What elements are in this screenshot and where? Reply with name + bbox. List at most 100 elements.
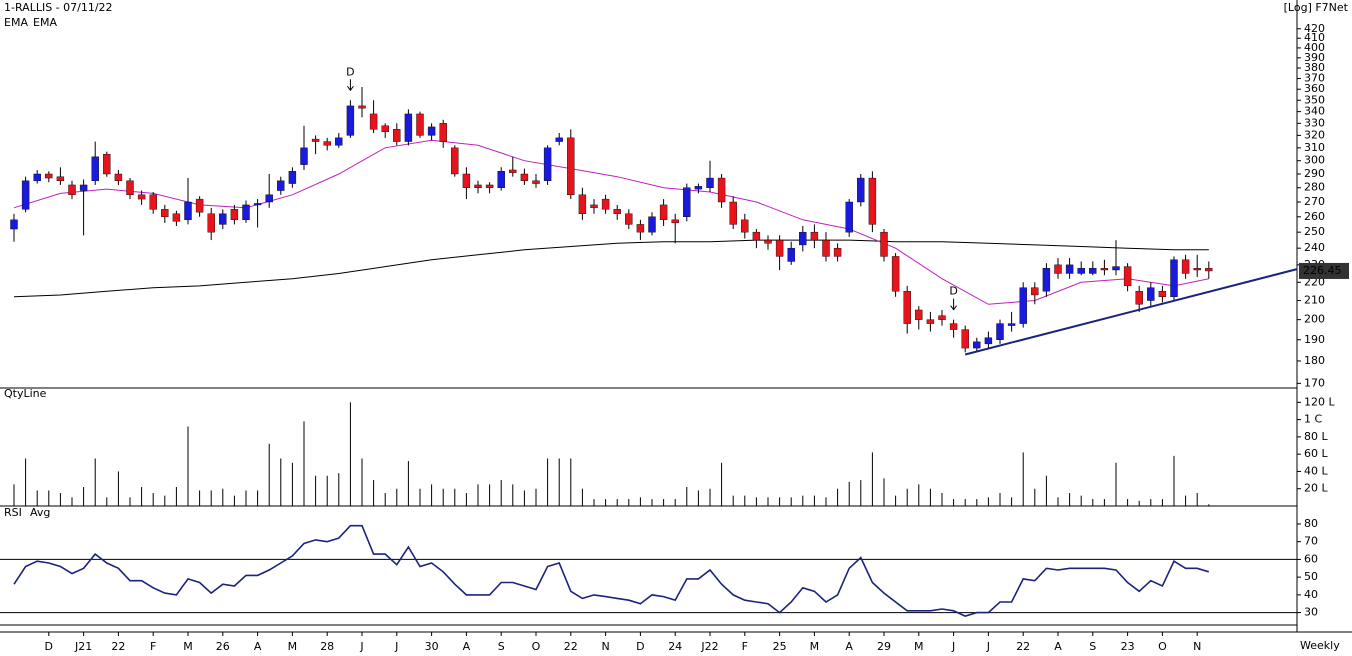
y-tick-label: 380 bbox=[1304, 61, 1325, 74]
candle-body bbox=[1077, 268, 1085, 274]
candle-body bbox=[1135, 291, 1143, 305]
candle-body bbox=[1042, 268, 1051, 292]
x-tick-label: A bbox=[463, 640, 471, 653]
y-tick-label: 60 bbox=[1304, 552, 1318, 565]
candle-body bbox=[126, 180, 134, 196]
candle-body bbox=[195, 198, 204, 213]
candle-body bbox=[485, 184, 494, 188]
x-tick-label: 25 bbox=[773, 640, 787, 653]
candle-body bbox=[1054, 264, 1062, 274]
x-tick-label: A bbox=[1054, 640, 1062, 653]
candle-body bbox=[671, 219, 679, 224]
y-tick-label: 250 bbox=[1304, 225, 1325, 238]
y-tick-label: 300 bbox=[1304, 154, 1325, 167]
candle-body bbox=[601, 198, 610, 210]
candle-body bbox=[474, 184, 482, 188]
candle-body bbox=[462, 173, 471, 188]
y-tick-label: 40 L bbox=[1304, 464, 1328, 477]
y-tick-label: 360 bbox=[1304, 82, 1325, 95]
x-tick-label: M bbox=[914, 640, 924, 653]
candle-body bbox=[567, 137, 575, 196]
candle-body bbox=[741, 219, 749, 233]
candle-body bbox=[358, 105, 366, 109]
candle-body bbox=[868, 177, 877, 225]
candle-body bbox=[764, 239, 772, 244]
ema-line bbox=[13, 139, 1209, 305]
x-tick-label: S bbox=[1089, 640, 1096, 653]
interval-label: Weekly bbox=[1300, 639, 1340, 652]
scale-label: [Log] F7Net bbox=[1284, 1, 1349, 14]
candle-body bbox=[648, 216, 656, 233]
candle-body bbox=[1112, 266, 1120, 271]
x-tick-label: M bbox=[183, 640, 193, 653]
candle-body bbox=[1158, 291, 1167, 298]
candle-body bbox=[659, 204, 668, 221]
candle-body bbox=[56, 176, 65, 182]
candle-body bbox=[497, 171, 505, 188]
candle-body bbox=[1181, 259, 1190, 274]
annotation: D bbox=[949, 285, 957, 298]
candle-body bbox=[949, 323, 958, 330]
x-tick-label: J bbox=[394, 640, 398, 653]
candle-body bbox=[509, 169, 517, 173]
candle-body bbox=[613, 209, 621, 214]
y-tick-label: 260 bbox=[1304, 210, 1325, 223]
y-tick-label: 210 bbox=[1304, 294, 1325, 307]
candle-body bbox=[10, 219, 18, 230]
candle-body bbox=[242, 204, 250, 221]
x-tick-label: M bbox=[810, 640, 820, 653]
candle-body bbox=[45, 173, 53, 179]
candle-body bbox=[207, 213, 215, 233]
price-tag bbox=[1299, 262, 1349, 279]
candle-body bbox=[1065, 264, 1074, 274]
y-tick-label: 390 bbox=[1304, 51, 1325, 64]
annotation-arrow bbox=[950, 298, 957, 311]
y-tick-label: 60 L bbox=[1304, 447, 1328, 460]
candle-body bbox=[393, 129, 401, 142]
candle-body bbox=[891, 256, 900, 292]
candle-body bbox=[114, 173, 123, 182]
y-tick-label: 80 bbox=[1304, 517, 1318, 530]
candle-body bbox=[21, 180, 30, 210]
y-tick-label: 180 bbox=[1304, 354, 1325, 367]
candle-body bbox=[439, 123, 447, 142]
price-tag-label: 226.45 bbox=[1303, 264, 1342, 277]
candle-body bbox=[137, 194, 146, 200]
x-tick-label: 24 bbox=[668, 640, 682, 653]
candle-body bbox=[973, 341, 981, 349]
y-tick-label: 170 bbox=[1304, 376, 1325, 389]
y-tick-label: 120 L bbox=[1304, 395, 1335, 408]
candle-body bbox=[625, 213, 633, 225]
candle-body bbox=[1170, 259, 1178, 298]
candle-body bbox=[161, 209, 169, 217]
candle-body bbox=[706, 177, 714, 188]
x-tick-label: 22 bbox=[564, 640, 578, 653]
candle-body bbox=[79, 184, 88, 191]
rsi-line bbox=[13, 524, 1210, 617]
x-tick-label: S bbox=[498, 640, 505, 653]
x-tick-label: 28 bbox=[320, 640, 334, 653]
y-tick-label: 200 bbox=[1304, 313, 1325, 326]
legend-entry: EMA bbox=[4, 16, 28, 29]
candle-body bbox=[253, 203, 262, 206]
x-tick-label: J22 bbox=[700, 640, 718, 653]
candle-body bbox=[1100, 268, 1109, 271]
candle-body bbox=[926, 319, 935, 324]
candle-body bbox=[265, 194, 273, 203]
x-tick-label: D bbox=[636, 640, 644, 653]
y-tick-label: 410 bbox=[1304, 31, 1325, 44]
candle-body bbox=[1147, 287, 1155, 301]
candle-body bbox=[1031, 287, 1039, 296]
candle-body bbox=[277, 180, 285, 191]
panel-title: QtyLine bbox=[4, 387, 47, 400]
candle-body bbox=[346, 105, 355, 136]
candle-body bbox=[1123, 266, 1132, 287]
candle-body bbox=[683, 187, 691, 217]
annotation-arrow bbox=[347, 79, 354, 92]
candle-body bbox=[300, 147, 308, 165]
x-tick-label: 29 bbox=[877, 640, 891, 653]
y-tick-label: 400 bbox=[1304, 41, 1325, 54]
candle-body bbox=[903, 291, 911, 324]
